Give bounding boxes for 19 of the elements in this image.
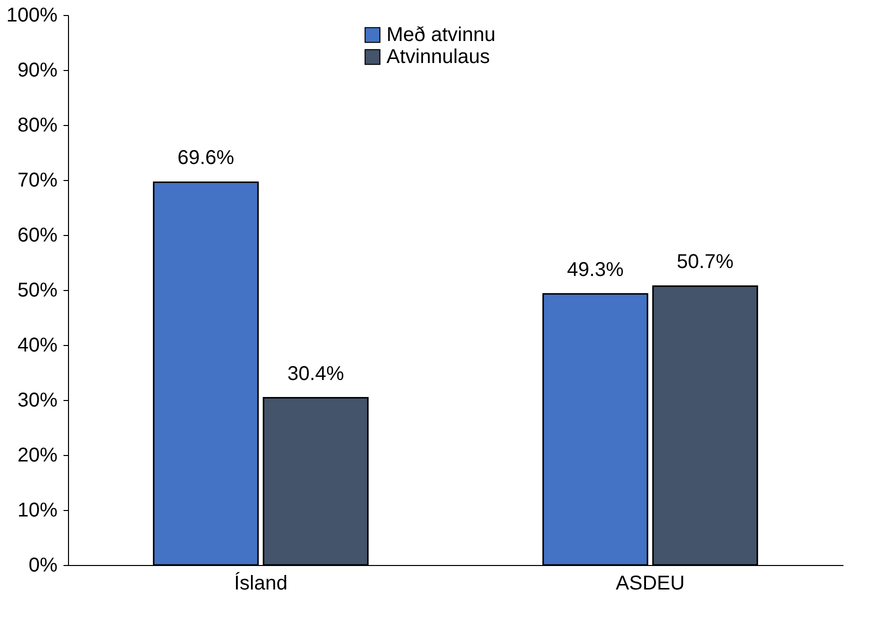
y-tick-label: 60%: [17, 224, 58, 246]
data-label: 69.6%: [177, 147, 234, 170]
y-tick-label: 70%: [17, 170, 58, 192]
x-tick-label: ASDEU: [616, 572, 685, 594]
y-tick-label: 20%: [17, 444, 58, 466]
y-tick-label: 80%: [17, 114, 58, 136]
data-label: 50.7%: [676, 251, 734, 274]
y-tick-label: 0%: [28, 554, 58, 576]
y-tick-label: 100%: [6, 4, 58, 26]
y-tick-label: 30%: [17, 390, 58, 412]
y-tick-label: 50%: [17, 280, 58, 302]
legend-label: Með atvinnu: [386, 24, 496, 46]
legend-label: Atvinnulaus: [386, 46, 490, 68]
data-label: 49.3%: [566, 258, 624, 281]
data-label: 30.4%: [287, 362, 344, 385]
x-tick-label: Ísland: [234, 572, 288, 594]
y-tick-label: 40%: [17, 334, 58, 356]
y-tick-label: 90%: [17, 60, 58, 82]
y-tick-label: 10%: [17, 500, 58, 522]
